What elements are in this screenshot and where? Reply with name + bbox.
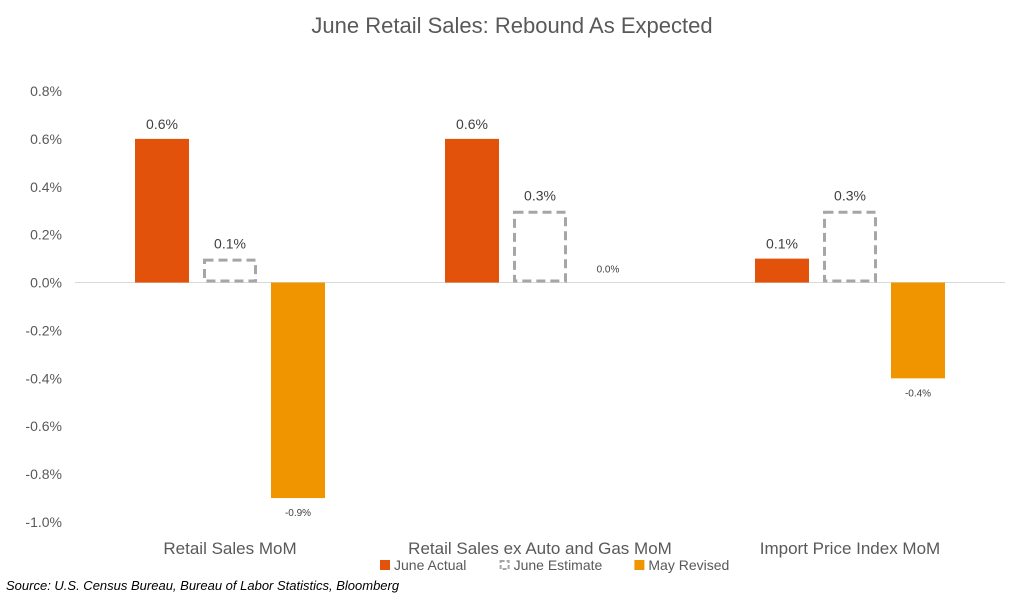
legend-label: May Revised [648,557,729,573]
y-tick-label: -0.2% [25,322,62,338]
y-tick-label: -0.4% [25,370,62,386]
bar-june-actual [445,138,499,283]
y-tick-label: -0.6% [25,418,62,434]
label-layer: 0.6% 0.1% -0.9% 0.6% 0.3% 0.0% 0.1% 0.3% -0.4% [146,116,931,519]
legend-swatch [380,560,390,570]
bar-june-actual [135,138,189,283]
legend-label: June Estimate [514,557,603,573]
data-label: -0.9% [285,508,311,519]
y-tick-label: 0.4% [30,179,62,195]
legend-item: June Estimate [499,557,603,573]
data-label: 0.6% [456,116,488,132]
data-label: 0.1% [214,236,246,252]
y-tick-label: -1.0% [25,514,62,530]
y-tick-label: 0.2% [30,227,62,243]
bar-chart: June Retail Sales: Rebound As Expected 0… [25,13,1005,573]
chart-title: June Retail Sales: Rebound As Expected [311,13,712,38]
data-label: 0.0% [597,265,620,276]
legend: June Actual June Estimate May Revised [380,557,729,573]
legend-swatch [634,560,645,570]
data-label: 0.3% [834,188,866,204]
bar-may-revised [891,282,945,379]
category-label: Retail Sales ex Auto and Gas MoM [408,539,672,558]
data-label: 0.3% [524,188,556,204]
y-tick-label: 0.0% [30,275,62,291]
legend-item: June Actual [380,557,466,573]
category-label: Import Price Index MoM [760,539,940,558]
bar-june-estimate [823,210,877,283]
category-label: Retail Sales MoM [163,539,296,558]
bar-may-revised [271,282,325,499]
bar-june-estimate [513,210,567,283]
legend-item: May Revised [634,557,729,573]
data-label: 0.1% [766,236,798,252]
bar-june-estimate [203,258,257,283]
y-tick-label: 0.6% [30,131,62,147]
bar-layer [135,138,945,499]
data-label: 0.6% [146,116,178,132]
bar-june-actual [755,258,809,283]
legend-swatch [499,560,510,570]
y-tick-label: -0.8% [25,466,62,482]
y-tick-label: 0.8% [30,83,62,99]
legend-label: June Actual [394,557,466,573]
source-note: Source: U.S. Census Bureau, Bureau of La… [6,578,400,593]
data-label: -0.4% [905,388,931,399]
